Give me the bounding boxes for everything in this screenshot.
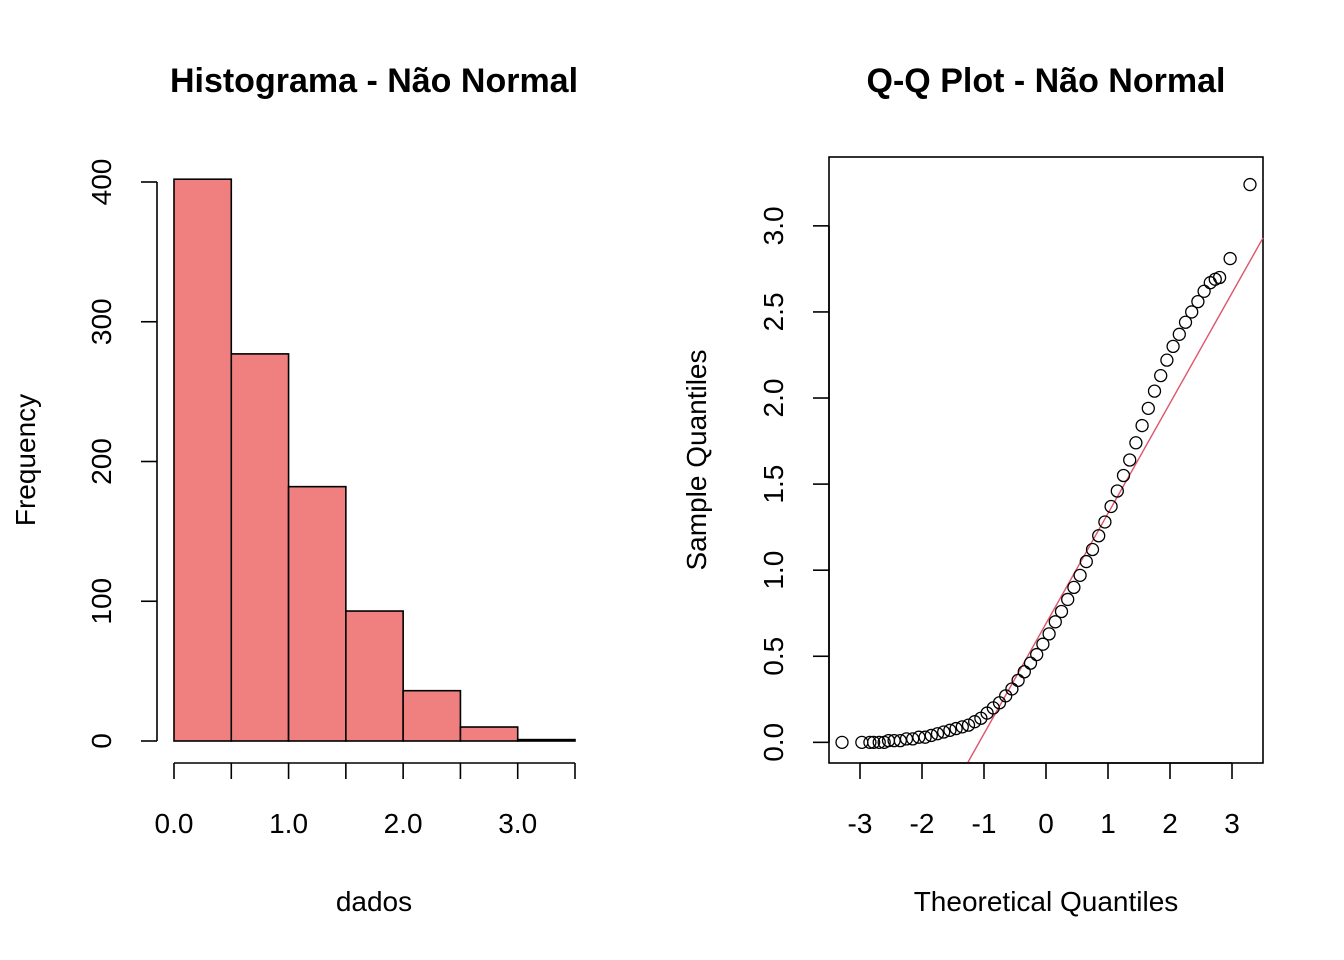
qq-point (918, 730, 932, 744)
qq-point (949, 721, 963, 736)
qq-point (1030, 647, 1044, 662)
qq-point (1166, 339, 1180, 354)
histogram-x-tick-label: 3.0 (498, 808, 537, 839)
qq-point (1172, 327, 1186, 341)
qq-point (1011, 673, 1025, 688)
qq-point (1154, 368, 1168, 383)
histogram-bar (173, 178, 233, 742)
qq-points (835, 177, 1257, 749)
qq-point (1036, 637, 1050, 651)
qq-point (863, 735, 877, 749)
qq-x-tick-label: -3 (848, 808, 873, 839)
qq-plot-x-axis-label: Theoretical Quantiles (914, 886, 1179, 917)
histogram-bar (516, 738, 576, 742)
qq-point (1147, 384, 1162, 398)
histogram-bar (402, 689, 462, 742)
qq-y-tick-label: 2.5 (758, 292, 789, 331)
qq-point (1129, 436, 1143, 450)
histogram-bar (345, 610, 404, 742)
qq-point (1191, 294, 1205, 309)
qq-point (961, 718, 976, 732)
qq-point (1005, 682, 1019, 696)
qq-point (872, 735, 886, 749)
histogram-bar (287, 485, 347, 742)
qq-point (924, 728, 938, 743)
qq-point (1104, 499, 1118, 514)
qq-point (1123, 453, 1137, 467)
qq-plot-y-axis-label: Sample Quantiles (681, 349, 712, 570)
qq-point (1048, 615, 1062, 629)
qq-point (1067, 580, 1081, 595)
histogram-x-tick-label: 0.0 (155, 808, 194, 839)
qq-point (1092, 529, 1106, 543)
qq-point (866, 735, 881, 749)
histogram-x-axis-label: dados (336, 886, 412, 917)
qq-point (1116, 468, 1131, 483)
qq-x-tick-label: 3 (1224, 808, 1240, 839)
qq-reference-line-group (966, 237, 1264, 764)
qq-point (1243, 177, 1257, 192)
qq-y-tick-label: 1.5 (758, 465, 789, 504)
qq-point (1197, 284, 1211, 298)
qq-plot-frame (828, 156, 1264, 764)
qq-plot-panel: Q-Q Plot - Não Normal Theoretical Quanti… (681, 62, 1264, 917)
qq-point (1098, 515, 1112, 529)
histogram-title: Histograma - Não Normal (170, 62, 578, 100)
qq-y-tick-label: 1.0 (758, 551, 789, 590)
qq-x-tick-label: -1 (972, 808, 997, 839)
qq-x-tick-label: 0 (1038, 808, 1054, 839)
histogram-y-axis-label: Frequency (10, 394, 41, 526)
qq-point (1054, 604, 1069, 619)
histogram-x-tick-label: 1.0 (269, 808, 308, 839)
qq-point (1135, 418, 1149, 433)
qq-point (1223, 251, 1237, 266)
qq-plot-title: Q-Q Plot - Não Normal (867, 62, 1226, 100)
qq-x-tick-label: -2 (910, 808, 935, 839)
qq-x-tick-label: 1 (1100, 808, 1116, 839)
histogram-bar (230, 353, 290, 742)
histogram-y-tick-label: 100 (86, 578, 117, 625)
qq-point (1042, 627, 1056, 641)
qq-point (1141, 401, 1155, 416)
histogram-bar (459, 726, 519, 742)
qq-point (1017, 665, 1031, 679)
qq-y-tick-label: 0.5 (758, 637, 789, 676)
histogram-y-tick-label: 300 (86, 298, 117, 345)
qq-point (1212, 270, 1227, 285)
qq-point (1023, 656, 1038, 670)
qq-reference-line (966, 237, 1264, 764)
qq-point (1085, 542, 1100, 557)
qq-point (1061, 592, 1075, 607)
qq-point (955, 720, 969, 734)
qq-point (1160, 353, 1174, 367)
qq-x-tick-label: 2 (1162, 808, 1178, 839)
qq-point (1079, 554, 1093, 569)
histogram-panel: Histograma - Não Normal dados Frequency … (10, 62, 578, 917)
qq-point (1073, 568, 1087, 582)
qq-point (943, 723, 957, 737)
histogram-axes: 0.0 1.0 2.0 3.0 0 100 200 300 400 (86, 159, 576, 839)
histogram-y-tick-label: 200 (86, 438, 117, 485)
qq-point (1178, 315, 1193, 329)
qq-point (968, 715, 982, 729)
histogram-bars (173, 178, 576, 742)
histogram-x-tick-label: 2.0 (384, 808, 423, 839)
qq-y-tick-label: 3.0 (758, 206, 789, 245)
qq-point (1185, 305, 1199, 319)
qq-point (937, 725, 951, 739)
qq-y-tick-label: 0.0 (758, 723, 789, 762)
histogram-y-tick-label: 400 (86, 159, 117, 206)
histogram-y-tick-label: 0 (86, 733, 117, 749)
qq-plot-axes: -3 -2 -1 0 1 2 3 0.0 0.5 1.0 1.5 2.0 2.5 3.0 (758, 206, 1240, 839)
qq-point (930, 727, 945, 741)
qq-point (835, 735, 849, 749)
qq-y-tick-label: 2.0 (758, 379, 789, 418)
qq-point (1110, 484, 1124, 498)
